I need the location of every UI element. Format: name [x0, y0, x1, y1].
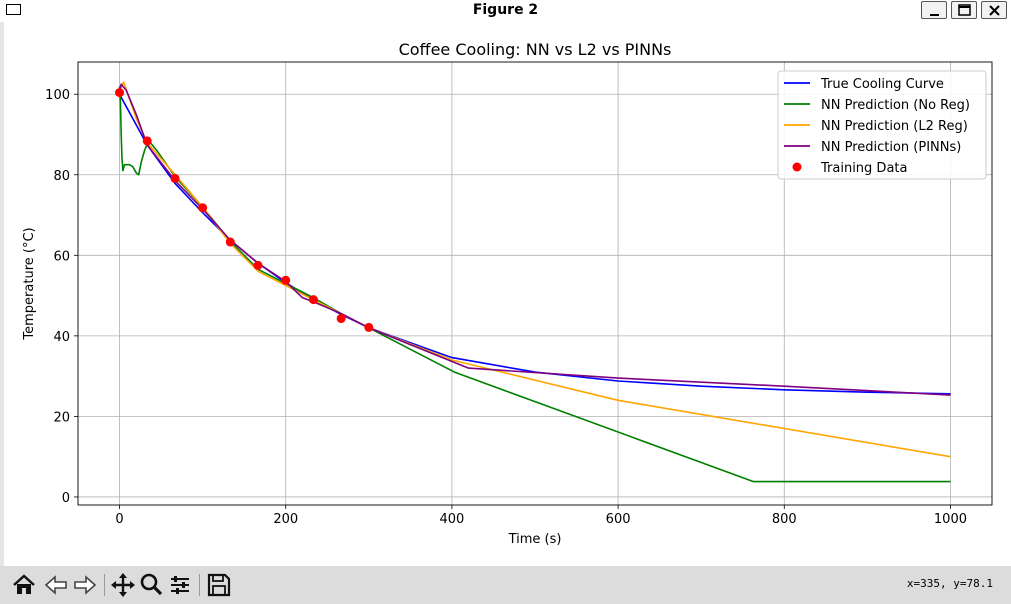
save-icon [207, 573, 231, 597]
forward-button[interactable] [72, 572, 98, 598]
minimize-button[interactable] [921, 1, 947, 19]
toolbar-separator [199, 574, 200, 596]
minimize-icon [930, 14, 939, 16]
configure-subplots-icon [171, 576, 189, 594]
x-tick-label: 1000 [934, 512, 967, 527]
zoom-icon [140, 573, 163, 596]
y-tick-label: 40 [53, 330, 70, 345]
training-data-point [364, 322, 374, 332]
window-title: Figure 2 [472, 2, 539, 18]
legend-label: NN Prediction (No Reg) [821, 98, 970, 113]
toolbar-separator [104, 574, 105, 596]
pan-button[interactable] [110, 572, 136, 598]
training-data-point [336, 314, 346, 324]
training-data-point [225, 237, 235, 247]
training-data-point [198, 203, 208, 213]
back-button[interactable] [43, 572, 69, 598]
legend-label: Training Data [820, 161, 907, 176]
axes-frame [77, 61, 993, 506]
x-tick-label: 600 [606, 512, 631, 527]
training-data-point [115, 88, 125, 98]
y-tick-label: 80 [53, 169, 70, 184]
training-data-point [142, 136, 152, 146]
home-icon [13, 574, 35, 594]
y-tick-label: 20 [53, 410, 70, 425]
y-tick-label: 100 [45, 88, 70, 103]
maximize-icon [958, 4, 971, 16]
y-axis-label: Temperature (°C) [22, 227, 37, 340]
chart-svg: 0 200 400 600 800 1000 0 20 40 60 80 100 Coffee Cool… [22, 40, 993, 547]
y-tick-label: 0 [62, 491, 70, 506]
x-tick-label: 400 [439, 512, 464, 527]
x-tick-label: 800 [772, 512, 797, 527]
navigation-toolbar: x=335, y=78.1 [0, 566, 1011, 604]
training-data-point [253, 260, 263, 270]
back-icon [44, 575, 67, 595]
save-button[interactable] [206, 572, 232, 598]
forward-icon [74, 575, 97, 595]
window-titlebar: Figure 2 [0, 0, 1011, 22]
legend-label: True Cooling Curve [820, 77, 944, 92]
cursor-coordinates: x=335, y=78.1 [906, 577, 993, 590]
figure-canvas[interactable]: 0 200 400 600 800 1000 0 20 40 60 80 100 Coffee Cool… [4, 22, 1011, 566]
x-axis-label: Time (s) [508, 532, 562, 547]
x-tick-label: 200 [273, 512, 298, 527]
close-button[interactable] [981, 1, 1007, 19]
window-app-icon [6, 4, 21, 15]
legend-label: NN Prediction (PINNs) [821, 140, 961, 155]
pan-icon [111, 573, 135, 597]
y-tick-label: 60 [53, 249, 70, 264]
training-data-point [170, 173, 180, 183]
legend-label: NN Prediction (L2 Reg) [821, 119, 968, 134]
maximize-button[interactable] [951, 1, 977, 19]
series-line [118, 83, 951, 396]
home-button[interactable] [11, 572, 37, 598]
window-left-edge [0, 22, 4, 566]
training-data-point [281, 275, 291, 285]
configure-subplots-button[interactable] [167, 572, 193, 598]
legend-box [777, 70, 987, 180]
training-data-point [308, 295, 318, 305]
zoom-button[interactable] [138, 572, 164, 598]
x-tick-label: 0 [115, 512, 123, 527]
legend-marker [792, 162, 802, 172]
chart-title: Coffee Cooling: NN vs L2 vs PINNs [399, 40, 672, 59]
close-icon [989, 5, 1000, 16]
